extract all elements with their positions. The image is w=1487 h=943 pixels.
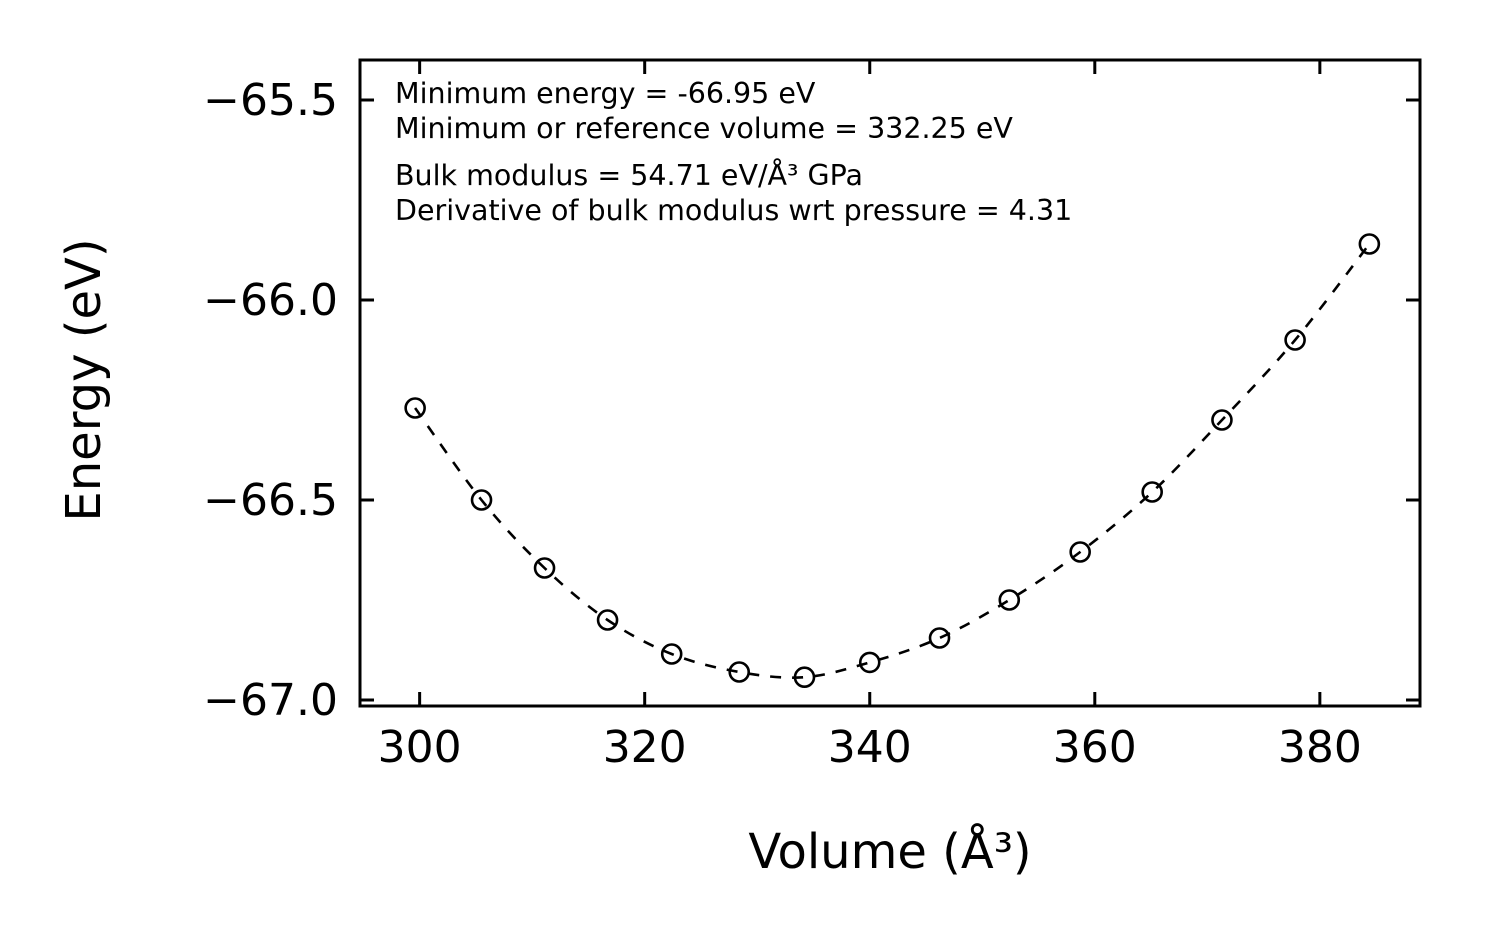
annotation-bulk-modulus: Bulk modulus = 54.71 eV/Å³ GPa <box>395 159 863 192</box>
fit-annotations: Minimum energy = -66.95 eV Minimum or re… <box>395 76 1072 228</box>
data-point-marker <box>533 557 556 579</box>
x-tick-label: 340 <box>828 722 912 773</box>
y-axis-label: Energy (eV) <box>56 238 112 522</box>
y-tick-label: −66.0 <box>203 275 338 326</box>
y-tick-label: −66.5 <box>203 475 338 526</box>
y-tick-label: −65.5 <box>203 75 338 126</box>
annotation-bulk-modulus-derivative: Derivative of bulk modulus wrt pressure … <box>395 194 1073 227</box>
data-point-marker <box>596 609 619 631</box>
y-tick-label: −67.0 <box>203 675 338 726</box>
eos-fit-curve <box>414 243 1371 679</box>
data-point-marker <box>470 489 493 511</box>
data-point-marker <box>928 627 951 649</box>
annotation-minimum-energy: Minimum energy = -66.95 eV <box>395 77 816 110</box>
x-tick-label: 360 <box>1053 722 1137 773</box>
data-point-marker <box>1069 541 1091 563</box>
data-point-marker <box>404 397 426 419</box>
data-point-marker <box>1141 481 1163 503</box>
data-point-marker <box>1284 329 1306 351</box>
data-point-marker <box>793 666 816 689</box>
x-tick-label: 320 <box>603 722 687 773</box>
data-point-marker <box>660 643 683 665</box>
x-axis-label: Volume (Å³) <box>748 824 1032 880</box>
x-tick-label: 380 <box>1278 722 1362 773</box>
x-tick-label: 300 <box>378 722 462 773</box>
data-point-marker <box>858 651 881 674</box>
data-point-marker <box>1358 233 1381 255</box>
plot-frame <box>358 58 1422 708</box>
data-point-marker <box>1211 409 1233 431</box>
annotation-reference-volume: Minimum or reference volume = 332.25 eV <box>395 112 1013 145</box>
data-point-marker <box>998 589 1021 611</box>
data-point-marker <box>728 661 751 683</box>
